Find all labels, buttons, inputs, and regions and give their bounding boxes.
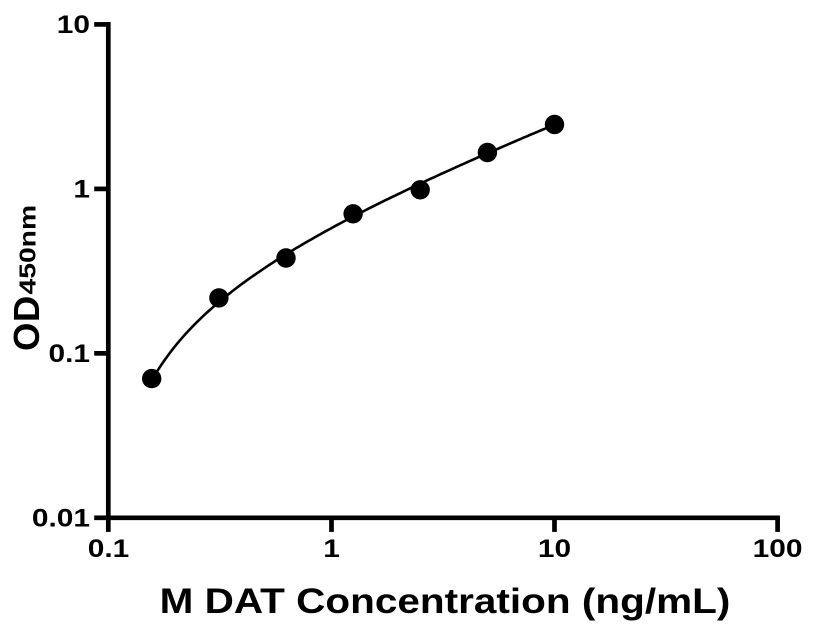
- svg-text:450nm: 450nm: [16, 205, 41, 295]
- svg-text:0.01: 0.01: [32, 504, 90, 532]
- svg-text:0.1: 0.1: [88, 534, 130, 562]
- svg-text:0.1: 0.1: [48, 339, 90, 367]
- svg-text:10: 10: [57, 10, 90, 38]
- svg-text:1: 1: [73, 175, 90, 203]
- svg-text:OD: OD: [6, 295, 47, 351]
- svg-text:10: 10: [538, 534, 571, 562]
- svg-text:100: 100: [753, 534, 803, 562]
- svg-text:1: 1: [323, 534, 340, 562]
- svg-text:M DAT Concentration (ng/mL): M DAT Concentration (ng/mL): [160, 582, 731, 621]
